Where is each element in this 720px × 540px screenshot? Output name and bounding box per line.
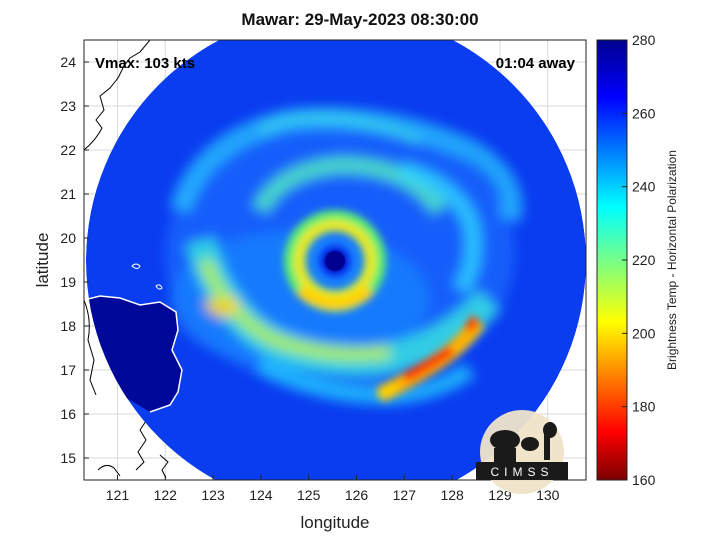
x-tick-label: 130 bbox=[536, 487, 560, 503]
x-tick-label: 122 bbox=[154, 487, 178, 503]
coastline bbox=[84, 40, 169, 479]
y-tick-label: 24 bbox=[60, 54, 76, 70]
y-tick-label: 16 bbox=[60, 406, 76, 422]
x-tick-label: 129 bbox=[488, 487, 512, 503]
y-tick-label: 15 bbox=[60, 450, 76, 466]
axes-box bbox=[83, 39, 587, 481]
colorbar: 160 180 200 220 240 260 280 Brightness Temp - … bbox=[596, 32, 679, 488]
x-tick-label: 128 bbox=[440, 487, 464, 503]
colorbar-tick-label: 280 bbox=[632, 32, 656, 48]
y-tick-label: 20 bbox=[60, 230, 76, 246]
colorbar-tick-label: 160 bbox=[632, 472, 656, 488]
colorbar-tick-labels: 160 180 200 220 240 260 280 bbox=[622, 32, 656, 488]
x-tick-labels: 121 122 123 124 125 126 127 128 129 130 bbox=[106, 475, 560, 503]
y-tick-label: 17 bbox=[60, 362, 76, 378]
x-tick-label: 121 bbox=[106, 487, 130, 503]
colorbar-tick-label: 200 bbox=[632, 325, 656, 341]
time-away-annotation: 01:04 away bbox=[496, 55, 576, 72]
chart-title: Mawar: 29-May-2023 08:30:00 bbox=[241, 10, 479, 29]
cimss-logo: CIMSS bbox=[476, 410, 568, 494]
vmax-annotation: Vmax: 103 kts bbox=[95, 55, 195, 72]
colorbar-label: Brightness Temp - Horizontal Polarizatio… bbox=[665, 150, 679, 370]
y-axis-label: latitude bbox=[33, 233, 52, 288]
x-tick-label: 126 bbox=[345, 487, 369, 503]
x-tick-label: 123 bbox=[201, 487, 225, 503]
x-tick-label: 125 bbox=[297, 487, 321, 503]
x-tick-label: 127 bbox=[393, 487, 417, 503]
y-tick-label: 22 bbox=[60, 142, 76, 158]
y-tick-label: 23 bbox=[60, 98, 76, 114]
y-tick-label: 21 bbox=[60, 186, 76, 202]
cimss-logo-text: CIMSS bbox=[490, 465, 553, 479]
y-tick-labels: 15 16 17 18 19 20 21 22 23 24 bbox=[60, 54, 89, 466]
colorbar-tick-label: 220 bbox=[632, 252, 656, 268]
y-tick-label: 19 bbox=[60, 274, 76, 290]
x-tick-label: 124 bbox=[249, 487, 273, 503]
colorbar-tick-label: 240 bbox=[632, 179, 656, 195]
y-tick-label: 18 bbox=[60, 318, 76, 334]
colorbar-tick-label: 180 bbox=[632, 399, 656, 415]
microwave-swath bbox=[86, 40, 586, 480]
x-axis-label: longitude bbox=[300, 513, 369, 532]
colorbar-tick-label: 260 bbox=[632, 105, 656, 121]
